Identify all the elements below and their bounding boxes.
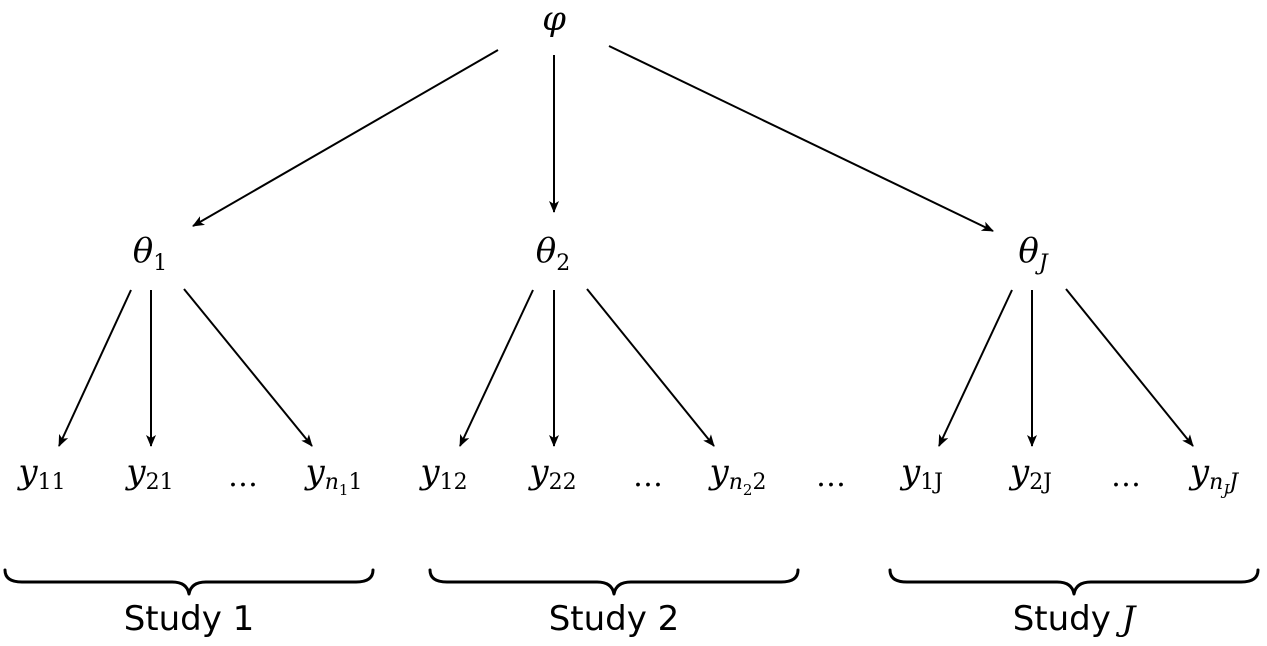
edge-theta2-y12 xyxy=(459,289,534,447)
svg-text:y1J: y1J xyxy=(899,452,943,495)
node-yn11: yn11 xyxy=(304,452,363,499)
edge-phi-theta1 xyxy=(192,49,499,227)
node-y21: y21 xyxy=(124,452,173,495)
svg-text:y22: y22 xyxy=(527,452,576,495)
node-ynJJ: ynJJ xyxy=(1188,452,1239,499)
node-y12: y12 xyxy=(418,452,467,495)
ellipsis-study1: … xyxy=(228,459,258,494)
theta1-subscript: 1 xyxy=(153,251,167,276)
theta1-symbol: θ xyxy=(133,231,153,271)
edge-phi-thetaJ xyxy=(608,45,994,232)
ellipsis-study2: … xyxy=(633,459,663,494)
svg-text:θJ: θJ xyxy=(1018,231,1048,276)
edge-thetaJ-y1J xyxy=(938,289,1013,447)
node-y22: y22 xyxy=(527,452,576,495)
svg-text:yn11: yn11 xyxy=(304,452,363,499)
svg-text:yn22: yn22 xyxy=(708,452,767,499)
node-thetaJ: θJ xyxy=(1018,231,1048,276)
ellipsis-between-studies: … xyxy=(816,459,846,494)
node-yn22: yn22 xyxy=(708,452,767,499)
edge-theta2-yn22 xyxy=(586,288,715,447)
node-y1J: y1J xyxy=(899,452,943,495)
svg-text:y12: y12 xyxy=(418,452,467,495)
node-theta1: θ1 xyxy=(133,231,167,276)
svg-text:y11: y11 xyxy=(16,452,65,495)
svg-text:θ2: θ2 xyxy=(536,231,570,276)
label-studyJ: Study J xyxy=(1013,599,1138,639)
thetaJ-symbol: θ xyxy=(1018,231,1038,271)
node-y2J: y2J xyxy=(1008,452,1052,495)
thetaJ-subscript: J xyxy=(1035,251,1049,276)
brace-studyJ xyxy=(888,568,1260,596)
theta2-symbol: θ xyxy=(536,231,556,271)
svg-text:ynJJ: ynJJ xyxy=(1188,452,1239,499)
brace-study2 xyxy=(428,568,800,596)
edge-thetaJ-ynJJ xyxy=(1065,288,1194,447)
node-y11: y11 xyxy=(16,452,65,495)
node-phi: φ xyxy=(542,0,566,39)
brace-study1 xyxy=(3,568,375,596)
ellipsis-studyJ: … xyxy=(1111,459,1141,494)
edge-theta1-y11 xyxy=(58,289,132,447)
svg-text:y21: y21 xyxy=(124,452,173,495)
label-study2: Study 2 xyxy=(549,599,680,639)
theta2-subscript: 2 xyxy=(556,251,570,276)
node-theta2: θ2 xyxy=(536,231,570,276)
edge-theta1-yn11 xyxy=(183,288,313,447)
svg-text:θ1: θ1 xyxy=(133,231,167,276)
svg-text:y2J: y2J xyxy=(1008,452,1052,495)
label-study1: Study 1 xyxy=(124,599,255,639)
